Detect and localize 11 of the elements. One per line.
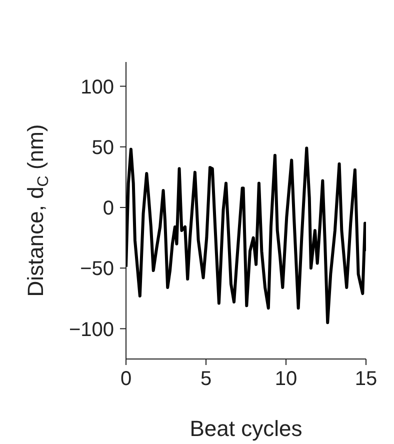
- x-tick-label: 0: [120, 368, 132, 390]
- y-tick-label: 0: [102, 198, 114, 220]
- y-tick-label: 50: [92, 136, 114, 159]
- x-tick-label: 5: [200, 368, 212, 390]
- x-tick-label: 15: [354, 368, 378, 390]
- x-tick-label: 10: [274, 368, 298, 390]
- line-series: [126, 146, 366, 324]
- y-tick-label: −100: [68, 318, 114, 341]
- y-tick-label: −50: [80, 258, 114, 280]
- x-axis-title: Beat cycles: [190, 416, 302, 441]
- y-tick-label: 100: [80, 76, 114, 98]
